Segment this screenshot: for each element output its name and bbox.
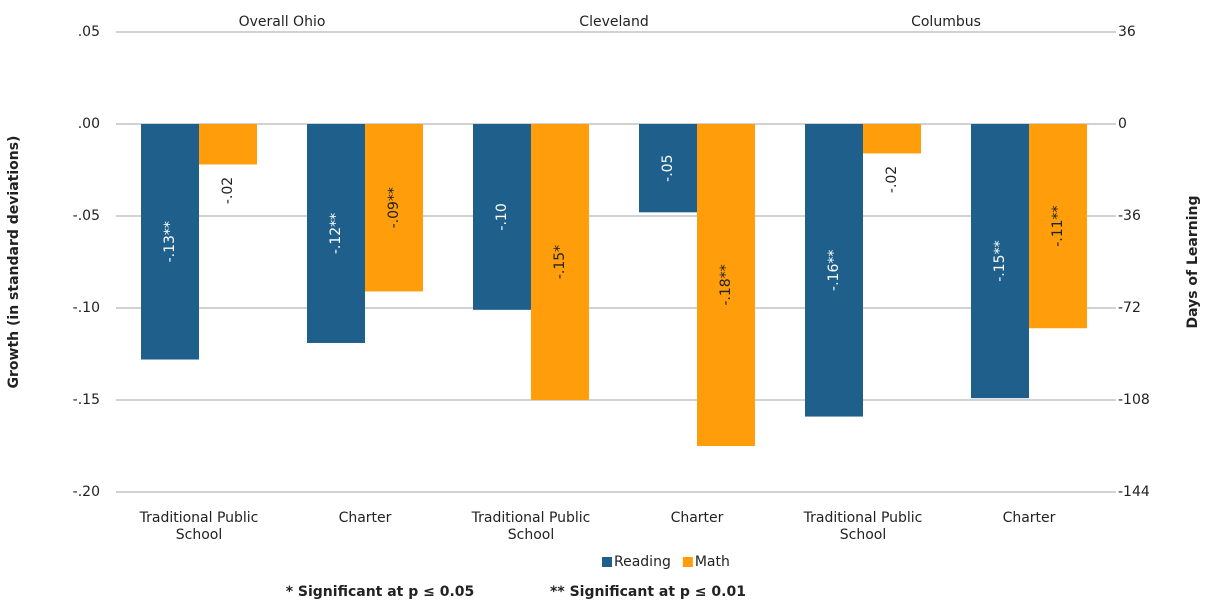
bar	[971, 124, 1029, 399]
bar	[473, 124, 531, 310]
group-label: Cleveland	[579, 14, 648, 30]
legend-swatch	[602, 557, 612, 567]
x-tick-label: Traditional Public School	[803, 510, 923, 543]
y-tick-label: -.05	[73, 208, 100, 224]
y2-tick-label: -36	[1118, 208, 1141, 224]
value-label: -.11**	[1050, 205, 1066, 246]
y-tick-label: -.10	[73, 300, 100, 316]
bar	[1029, 124, 1087, 329]
y-tick-label: .05	[78, 24, 100, 40]
value-label: -.16**	[826, 250, 842, 291]
y2-tick-label: 36	[1118, 24, 1136, 40]
value-label: -.10	[494, 203, 510, 230]
bar	[805, 124, 863, 417]
y2-tick-label: -144	[1118, 484, 1150, 500]
value-label: -.15**	[992, 240, 1008, 281]
bar	[697, 124, 755, 446]
value-label: -.15*	[552, 245, 568, 279]
group-label: Overall Ohio	[239, 14, 326, 30]
bar	[307, 124, 365, 343]
y2-tick-label: -72	[1118, 300, 1141, 316]
y2-tick-label: -108	[1118, 392, 1150, 408]
bar	[531, 124, 589, 400]
bar	[639, 124, 697, 213]
value-label: -.05	[660, 154, 676, 181]
value-label: -.18**	[718, 264, 734, 305]
y-axis-label: Growth (in standard deviations)	[6, 136, 22, 389]
x-tick-label: Traditional Public School	[139, 510, 259, 543]
x-tick-label: Charter	[1002, 510, 1056, 526]
y-tick-label: .00	[78, 116, 100, 132]
bar	[141, 124, 199, 360]
value-label: -.13**	[162, 221, 178, 262]
group-label: Columbus	[911, 14, 981, 30]
bar	[199, 124, 257, 165]
footnote: ** Significant at p ≤ 0.01	[550, 584, 746, 600]
value-label: -.02	[220, 177, 236, 204]
y2-tick-label: 0	[1118, 116, 1127, 132]
footnote: * Significant at p ≤ 0.05	[286, 584, 475, 600]
legend-label: Reading	[614, 554, 671, 570]
x-tick-label: Charter	[670, 510, 724, 526]
y2-axis-label: Days of Learning	[1185, 195, 1201, 328]
value-label: -.02	[884, 166, 900, 193]
x-tick-label: Charter	[338, 510, 392, 526]
value-label: -.09**	[386, 187, 402, 228]
legend-label: Math	[695, 554, 730, 570]
y-tick-label: -.20	[73, 484, 100, 500]
y-tick-label: -.15	[73, 392, 100, 408]
legend-swatch	[682, 557, 693, 567]
bar	[863, 124, 921, 154]
bar	[365, 124, 423, 292]
x-tick-label: Traditional Public School	[471, 510, 591, 543]
value-label: -.12**	[328, 213, 344, 254]
